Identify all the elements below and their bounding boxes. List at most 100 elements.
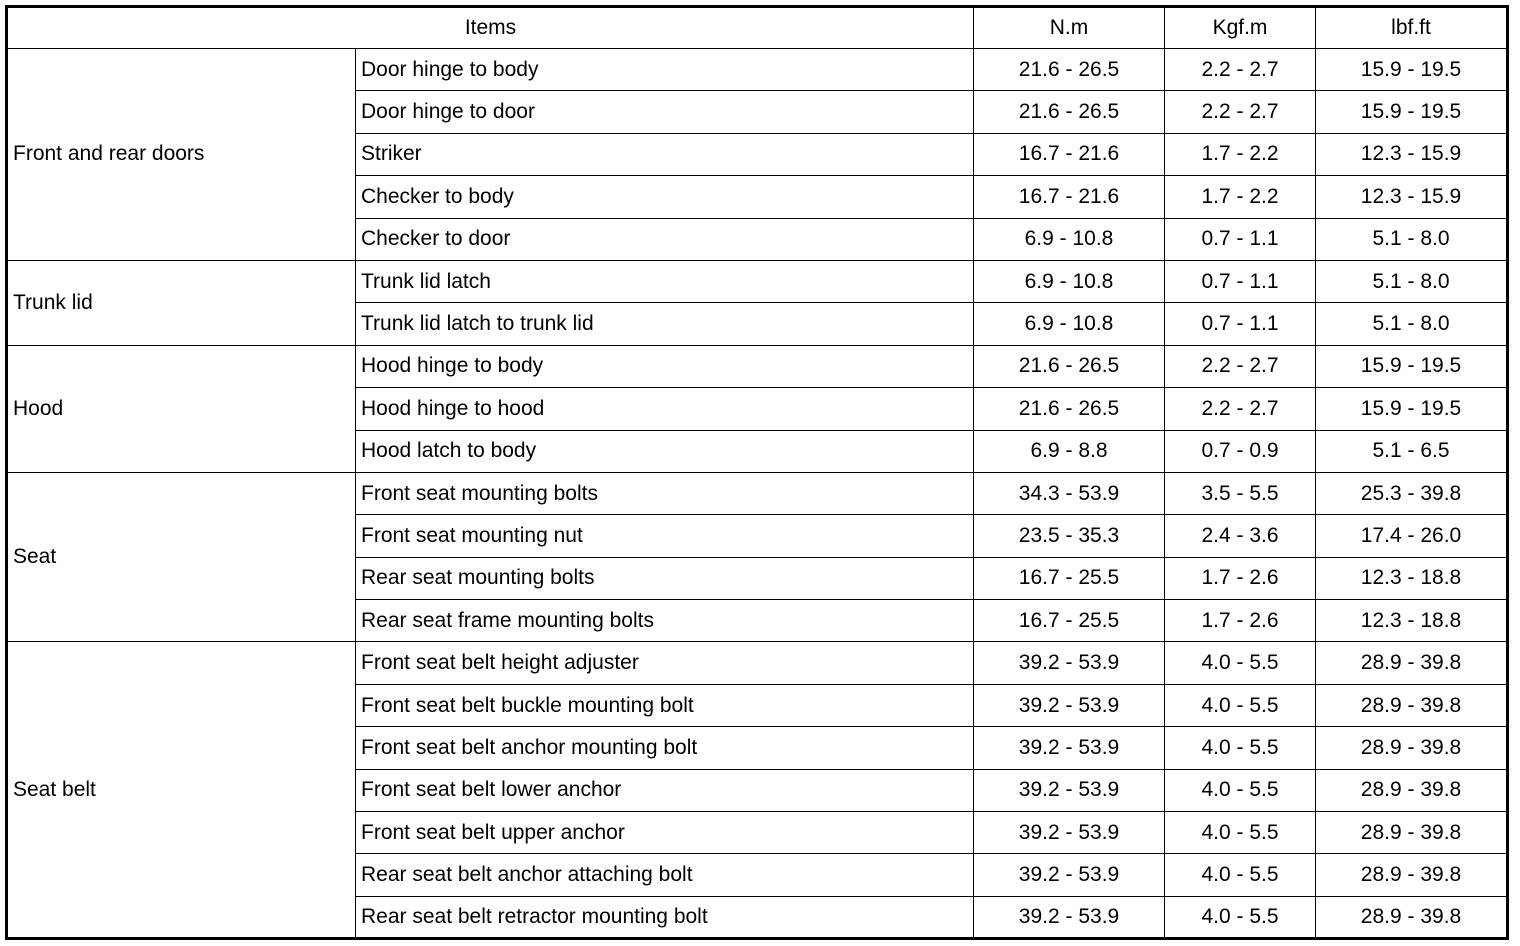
value-lbfft: 5.1 - 6.5	[1315, 429, 1508, 473]
item-name: Rear seat frame mounting bolts	[355, 599, 974, 643]
value-nm: 39.2 - 53.9	[973, 811, 1165, 855]
table-row: Seat Front seat mounting bolts 34.3 - 53.9…	[6, 471, 1508, 643]
table-row: Front seat belt lower anchor 39.2 - 53.9 4…	[7, 768, 1508, 813]
value-lbfft: 12.3 - 18.8	[1315, 599, 1508, 643]
table-row: Hood Hood hinge to body 21.6 - 26.5 2.2 - 2…	[6, 344, 1508, 473]
value-lbfft: 28.9 - 39.8	[1315, 683, 1508, 728]
item-name: Rear seat mounting bolts	[355, 556, 974, 601]
value-kgfm: 4.0 - 5.5	[1164, 811, 1316, 855]
value-kgfm: 0.7 - 1.1	[1164, 302, 1316, 346]
value-lbfft: 12.3 - 15.9	[1315, 132, 1508, 177]
value-lbfft: 15.9 - 19.5	[1315, 344, 1508, 389]
table-row: Trunk lid latch to trunk lid 6.9 - 10.8 0.…	[7, 302, 1508, 346]
value-lbfft: 28.9 - 39.8	[1315, 641, 1508, 685]
item-name: Hood hinge to body	[355, 344, 974, 389]
table-row: Checker to body 16.7 - 21.6 1.7 - 2.2 12.3 …	[7, 175, 1508, 219]
item-name: Rear seat belt retractor mounting bolt	[355, 895, 974, 940]
table-row: Seat belt Front seat belt height adjuster…	[6, 641, 1508, 940]
item-name: Front seat belt upper anchor	[355, 811, 974, 855]
value-kgfm: 3.5 - 5.5	[1164, 471, 1316, 516]
item-name: Front seat mounting nut	[355, 514, 974, 558]
table-row: Door hinge to door 21.6 - 26.5 2.2 - 2.7 15…	[7, 90, 1508, 134]
value-nm: 39.2 - 53.9	[973, 768, 1165, 813]
table-row: Trunk lid Trunk lid latch 6.9 - 10.8 0.7 - …	[6, 259, 1508, 346]
value-kgfm: 0.7 - 1.1	[1164, 217, 1316, 261]
item-name: Door hinge to door	[355, 90, 974, 134]
value-lbfft: 15.9 - 19.5	[1315, 47, 1508, 92]
item-name: Checker to body	[355, 175, 974, 219]
value-nm: 21.6 - 26.5	[973, 344, 1165, 389]
value-nm: 39.2 - 53.9	[973, 726, 1165, 770]
value-kgfm: 4.0 - 5.5	[1164, 726, 1316, 770]
table-row: Rear seat belt anchor attaching bolt 39.2…	[7, 853, 1508, 897]
value-kgfm: 2.4 - 3.6	[1164, 514, 1316, 558]
item-name: Trunk lid latch to trunk lid	[355, 302, 974, 346]
value-kgfm: 2.2 - 2.7	[1164, 344, 1316, 389]
value-kgfm: 4.0 - 5.5	[1164, 683, 1316, 728]
header-nm: N.m	[973, 6, 1165, 49]
value-kgfm: 0.7 - 0.9	[1164, 429, 1316, 473]
value-nm: 16.7 - 21.6	[973, 132, 1165, 177]
value-lbfft: 5.1 - 8.0	[1315, 302, 1508, 346]
value-lbfft: 28.9 - 39.8	[1315, 895, 1508, 940]
value-nm: 6.9 - 10.8	[973, 302, 1165, 346]
header-lbfft: lbf.ft	[1315, 6, 1508, 49]
value-lbfft: 28.9 - 39.8	[1315, 811, 1508, 855]
item-name: Front seat belt buckle mounting bolt	[355, 683, 974, 728]
table-row: Hood latch to body 6.9 - 8.8 0.7 - 0.9 5.1 …	[7, 429, 1508, 473]
value-kgfm: 2.2 - 2.7	[1164, 387, 1316, 431]
value-kgfm: 2.2 - 2.7	[1164, 47, 1316, 92]
item-name: Front seat belt lower anchor	[355, 768, 974, 813]
value-nm: 39.2 - 53.9	[973, 853, 1165, 897]
group-label: Seat	[6, 471, 356, 643]
table-row: Striker 16.7 - 21.6 1.7 - 2.2 12.3 - 15.9	[7, 132, 1508, 177]
item-name: Rear seat belt anchor attaching bolt	[355, 853, 974, 897]
value-kgfm: 4.0 - 5.5	[1164, 895, 1316, 940]
value-nm: 16.7 - 21.6	[973, 175, 1165, 219]
group-label: Seat belt	[6, 641, 356, 940]
value-nm: 39.2 - 53.9	[973, 641, 1165, 685]
table-row: Front and rear doors Door hinge to body 21…	[6, 47, 1508, 261]
value-nm: 6.9 - 8.8	[973, 429, 1165, 473]
value-nm: 21.6 - 26.5	[973, 387, 1165, 431]
value-lbfft: 17.4 - 26.0	[1315, 514, 1508, 558]
value-lbfft: 15.9 - 19.5	[1315, 90, 1508, 134]
table-row: Front seat belt anchor mounting bolt 39.2…	[7, 726, 1508, 770]
header-row: Items N.m Kgf.m lbf.ft	[6, 6, 1508, 49]
value-lbfft: 12.3 - 18.8	[1315, 556, 1508, 601]
item-name: Hood latch to body	[355, 429, 974, 473]
value-nm: 23.5 - 35.3	[973, 514, 1165, 558]
value-lbfft: 28.9 - 39.8	[1315, 768, 1508, 813]
value-nm: 39.2 - 53.9	[973, 895, 1165, 940]
value-kgfm: 4.0 - 5.5	[1164, 768, 1316, 813]
table-row: Front seat belt upper anchor 39.2 - 53.9 4…	[7, 811, 1508, 855]
value-kgfm: 4.0 - 5.5	[1164, 853, 1316, 897]
header-items: Items	[6, 6, 974, 49]
value-nm: 21.6 - 26.5	[973, 47, 1165, 92]
group-label: Hood	[6, 344, 356, 473]
item-name: Front seat mounting bolts	[355, 471, 974, 516]
table-row: Front seat mounting nut 23.5 - 35.3 2.4 - …	[7, 514, 1508, 558]
header-kgfm: Kgf.m	[1164, 6, 1316, 49]
value-nm: 34.3 - 53.9	[973, 471, 1165, 516]
group-label: Front and rear doors	[6, 48, 356, 261]
value-lbfft: 12.3 - 15.9	[1315, 175, 1508, 219]
table-row: Hood hinge to hood 21.6 - 26.5 2.2 - 2.7 15…	[7, 387, 1508, 431]
item-name: Checker to door	[355, 217, 974, 261]
item-name: Front seat belt height adjuster	[355, 641, 974, 685]
table-row: Front seat belt buckle mounting bolt 39.2…	[7, 683, 1508, 728]
item-name: Trunk lid latch	[355, 259, 974, 304]
value-lbfft: 15.9 - 19.5	[1315, 387, 1508, 431]
value-lbfft: 5.1 - 8.0	[1315, 217, 1508, 261]
value-nm: 6.9 - 10.8	[973, 259, 1165, 304]
value-lbfft: 28.9 - 39.8	[1315, 853, 1508, 897]
group-label: Trunk lid	[6, 259, 356, 346]
value-kgfm: 1.7 - 2.2	[1164, 132, 1316, 177]
table-row: Rear seat belt retractor mounting bolt 39…	[7, 895, 1508, 940]
value-lbfft: 28.9 - 39.8	[1315, 726, 1508, 770]
value-lbfft: 25.3 - 39.8	[1315, 471, 1508, 516]
item-name: Hood hinge to hood	[355, 387, 974, 431]
value-lbfft: 5.1 - 8.0	[1315, 259, 1508, 304]
item-name: Door hinge to body	[355, 47, 974, 92]
value-kgfm: 1.7 - 2.6	[1164, 556, 1316, 601]
